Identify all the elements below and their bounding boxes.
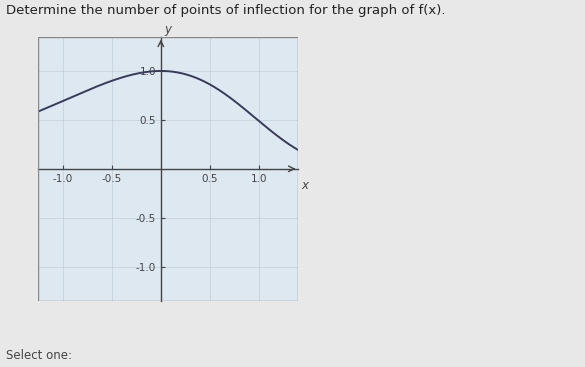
Text: Select one:: Select one: [6, 349, 72, 361]
Text: Determine the number of points of inflection for the graph of f(x).: Determine the number of points of inflec… [6, 4, 445, 17]
Text: y: y [165, 23, 172, 36]
Text: x: x [301, 179, 308, 192]
